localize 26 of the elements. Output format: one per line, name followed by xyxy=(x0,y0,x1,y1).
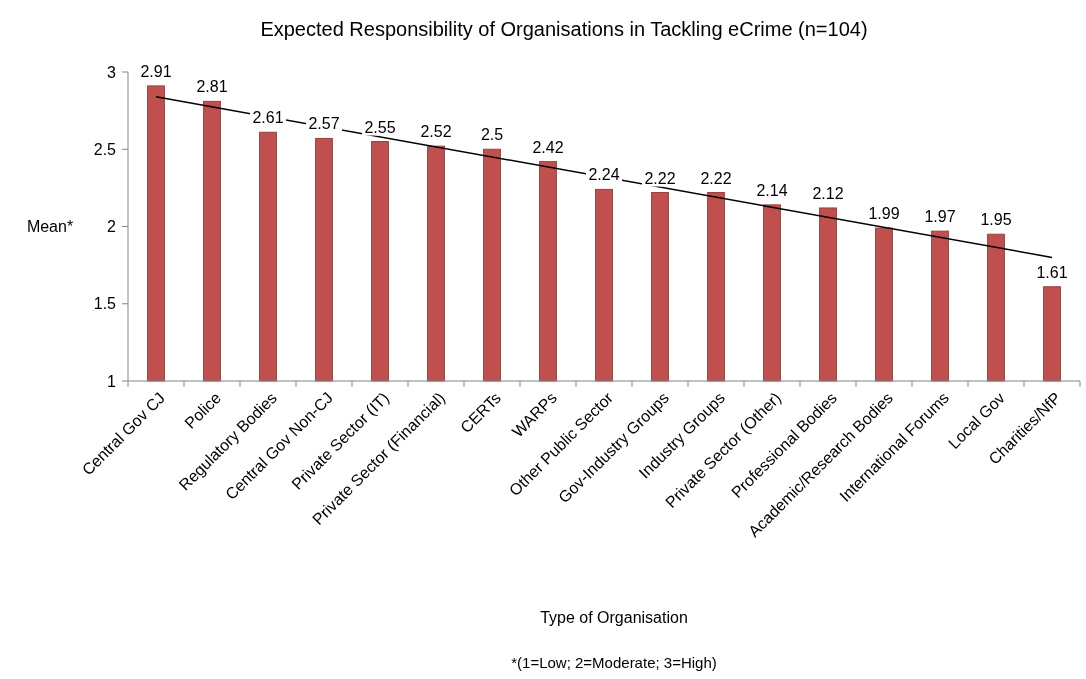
y-axis-title: Mean* xyxy=(26,218,74,236)
data-label: 2.22 xyxy=(700,169,732,187)
data-label: 2.91 xyxy=(140,62,172,80)
data-label: 2.52 xyxy=(420,123,452,141)
text: *(1=Low; 2=Moderate; 3=High) xyxy=(511,654,717,671)
data-label: 2.57 xyxy=(308,115,340,133)
data-label: 1.61 xyxy=(1036,263,1068,281)
data-label: 2.5 xyxy=(480,126,504,144)
y-tick-label: 1 xyxy=(107,372,117,390)
data-label: 1.95 xyxy=(980,211,1012,229)
x-axis-title: Type of Organisation xyxy=(540,609,688,626)
data-label: 2.14 xyxy=(756,181,788,199)
data-label: 2.24 xyxy=(588,166,620,184)
data-label: 1.99 xyxy=(868,205,900,223)
y-tick-label: 2.5 xyxy=(93,140,117,158)
data-label: 2.81 xyxy=(196,78,228,96)
data-label: 1.97 xyxy=(924,208,956,226)
data-label: 2.12 xyxy=(812,184,844,202)
y-tick-label: 1.5 xyxy=(93,295,117,313)
y-tick-label: 3 xyxy=(107,63,117,81)
data-label: 2.22 xyxy=(644,169,676,187)
y-tick-label: 2 xyxy=(107,218,117,236)
data-label: 2.42 xyxy=(532,138,564,156)
data-label: 2.55 xyxy=(364,118,396,136)
data-label: 2.61 xyxy=(252,109,284,127)
chart-title: Expected Responsibility of Organisations in Tackling eCrime (n=104) xyxy=(260,18,868,40)
